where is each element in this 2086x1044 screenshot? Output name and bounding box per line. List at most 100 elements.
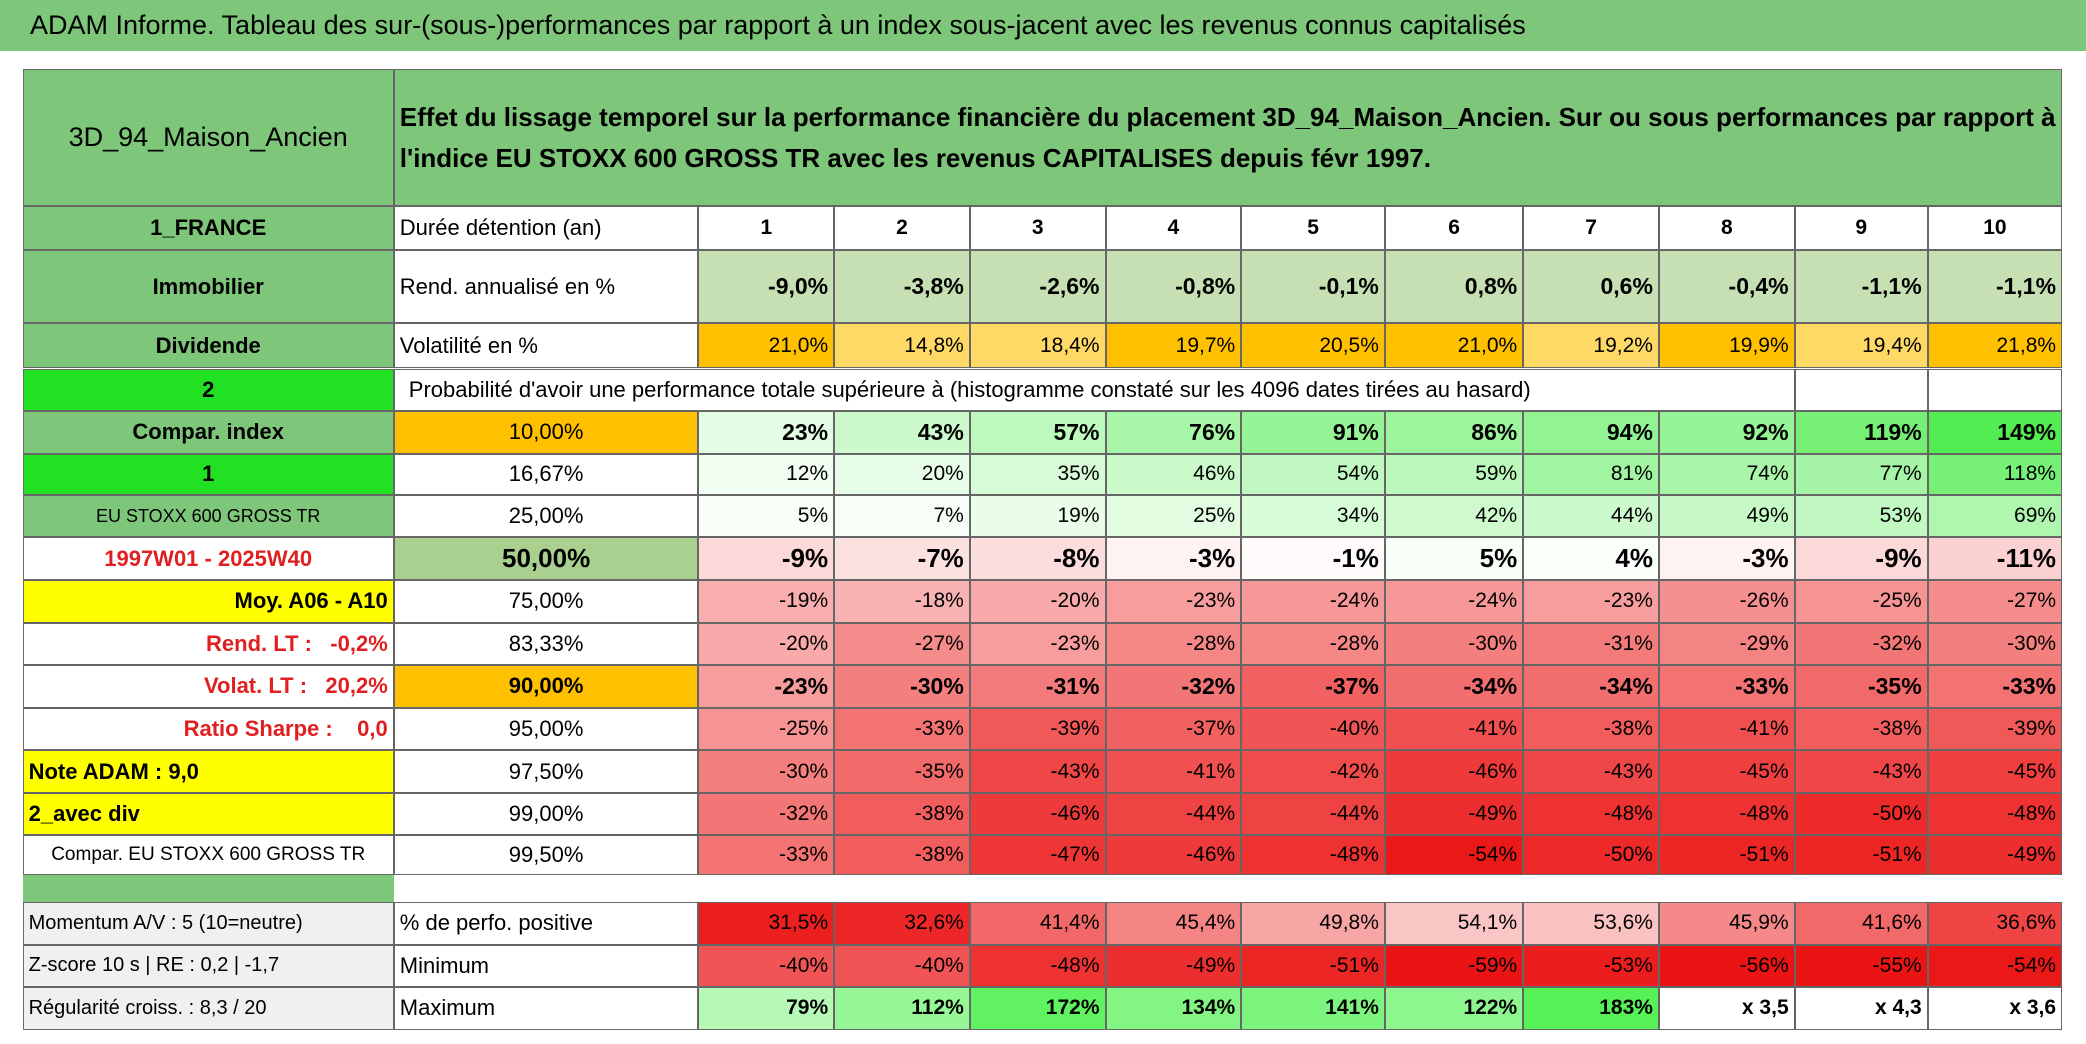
value-cell: -33% <box>1927 665 2063 708</box>
side-label: Moy. A06 - A10 <box>22 580 394 623</box>
value-cell: -30% <box>834 665 970 708</box>
value-cell: 21,0% <box>1384 323 1524 369</box>
value-cell: 2 <box>834 206 970 251</box>
value-cell: -30% <box>1927 622 2063 666</box>
value-cell: -20% <box>698 622 835 666</box>
value-cell: -19% <box>698 580 835 623</box>
side-label: 1_FRANCE <box>22 206 394 251</box>
value-cell: -33% <box>1658 665 1795 708</box>
value-cell: -32% <box>1105 665 1242 708</box>
value-cell: 1 <box>698 206 835 251</box>
value-cell: -53% <box>1523 944 1659 988</box>
value-cell: -9% <box>1794 537 1928 581</box>
value-cell: 54% <box>1241 453 1385 495</box>
value-cell: -48% <box>1523 792 1659 836</box>
value-cell: -39% <box>969 707 1106 751</box>
value-cell: 35% <box>969 453 1106 495</box>
value-cell: -44% <box>1105 792 1242 836</box>
value-cell: -54% <box>1384 835 1524 876</box>
value-cell: 86% <box>1384 411 1524 454</box>
side-label: Rend. LT : -0,2% <box>22 622 394 666</box>
side-label: Régularité croiss. : 8,3 / 20 <box>22 987 394 1030</box>
value-cell: -27% <box>834 622 970 666</box>
value-cell: -40% <box>698 944 835 988</box>
value-cell: -11% <box>1927 537 2063 581</box>
value-cell: -35% <box>1794 665 1928 708</box>
value-cell: -35% <box>834 750 970 793</box>
value-cell: 53% <box>1794 494 1928 538</box>
value-cell: -45% <box>1658 750 1795 793</box>
value-cell: -30% <box>698 750 835 793</box>
value-cell: 3 <box>969 206 1106 251</box>
value-cell: -49% <box>1927 835 2063 876</box>
value-cell: 0,8% <box>1384 250 1524 324</box>
value-cell: 7 <box>1523 206 1659 251</box>
value-cell: -51% <box>1658 835 1795 876</box>
value-cell: -0,4% <box>1658 250 1795 324</box>
value-cell: 79% <box>698 987 835 1030</box>
value-cell: -37% <box>1105 707 1242 751</box>
value-cell: -43% <box>1794 750 1928 793</box>
value-cell: 31,5% <box>698 901 835 945</box>
value-cell: -9% <box>698 537 835 581</box>
value-cell: -54% <box>1927 944 2063 988</box>
value-cell: 8 <box>1658 206 1795 251</box>
value-cell: -50% <box>1794 792 1928 836</box>
value-cell: -51% <box>1241 944 1385 988</box>
row-label: 95,00% <box>393 707 699 751</box>
value-cell: -0,1% <box>1241 250 1385 324</box>
value-cell: 118% <box>1927 453 2063 495</box>
side-label: Note ADAM : 9,0 <box>22 750 394 793</box>
value-cell: 57% <box>969 411 1106 454</box>
value-cell: -23% <box>969 622 1106 666</box>
value-cell: 19,7% <box>1105 323 1242 369</box>
description: Effet du lissage temporel sur la perform… <box>393 69 2063 207</box>
value-cell: 54,1% <box>1384 901 1524 945</box>
value-cell: 32,6% <box>834 901 970 945</box>
value-cell: 5% <box>1384 537 1524 581</box>
value-cell: -8% <box>969 537 1106 581</box>
row-label: Volatilité en % <box>393 323 699 369</box>
side-label: Volat. LT : 20,2% <box>22 665 394 708</box>
value-cell: 41,4% <box>969 901 1106 945</box>
value-cell: -41% <box>1105 750 1242 793</box>
value-cell: -46% <box>969 792 1106 836</box>
value-cell: 43% <box>834 411 970 454</box>
value-cell: 141% <box>1241 987 1385 1030</box>
value-cell: 172% <box>969 987 1106 1030</box>
value-cell: -55% <box>1794 944 1928 988</box>
title-bar: ADAM Informe. Tableau des sur-(sous-)per… <box>0 0 2086 51</box>
value-cell: -23% <box>1523 580 1659 623</box>
value-cell: -48% <box>969 944 1106 988</box>
value-cell: 49,8% <box>1241 901 1385 945</box>
side-label: Z-score 10 s | RE : 0,2 | -1,7 <box>22 944 394 988</box>
value-cell: 7% <box>834 494 970 538</box>
value-cell: -48% <box>1241 835 1385 876</box>
side-label: 1 <box>22 453 394 495</box>
side-label: EU STOXX 600 GROSS TR <box>22 494 394 538</box>
value-cell: 46% <box>1105 453 1242 495</box>
row-label: 83,33% <box>393 622 699 666</box>
row-label: 99,50% <box>393 835 699 876</box>
value-cell: 36,6% <box>1927 901 2063 945</box>
value-cell: -44% <box>1241 792 1385 836</box>
value-cell: 41,6% <box>1794 901 1928 945</box>
value-cell: -1% <box>1241 537 1385 581</box>
value-cell: -24% <box>1241 580 1385 623</box>
value-cell: -48% <box>1658 792 1795 836</box>
value-cell: 76% <box>1105 411 1242 454</box>
probability-label: Probabilité d'avoir une performance tota… <box>393 368 1795 412</box>
value-cell: 34% <box>1241 494 1385 538</box>
value-cell: 19,9% <box>1658 323 1795 369</box>
value-cell: 122% <box>1384 987 1524 1030</box>
value-cell: 19,4% <box>1794 323 1928 369</box>
value-cell: -39% <box>1927 707 2063 751</box>
value-cell: -40% <box>1241 707 1385 751</box>
spacer <box>22 875 394 902</box>
value-cell: -45% <box>1927 750 2063 793</box>
value-cell: 10 <box>1927 206 2063 251</box>
value-cell: x 4,3 <box>1794 987 1928 1030</box>
side-label: Ratio Sharpe : 0,0 <box>22 707 394 751</box>
row-label: 16,67% <box>393 453 699 495</box>
